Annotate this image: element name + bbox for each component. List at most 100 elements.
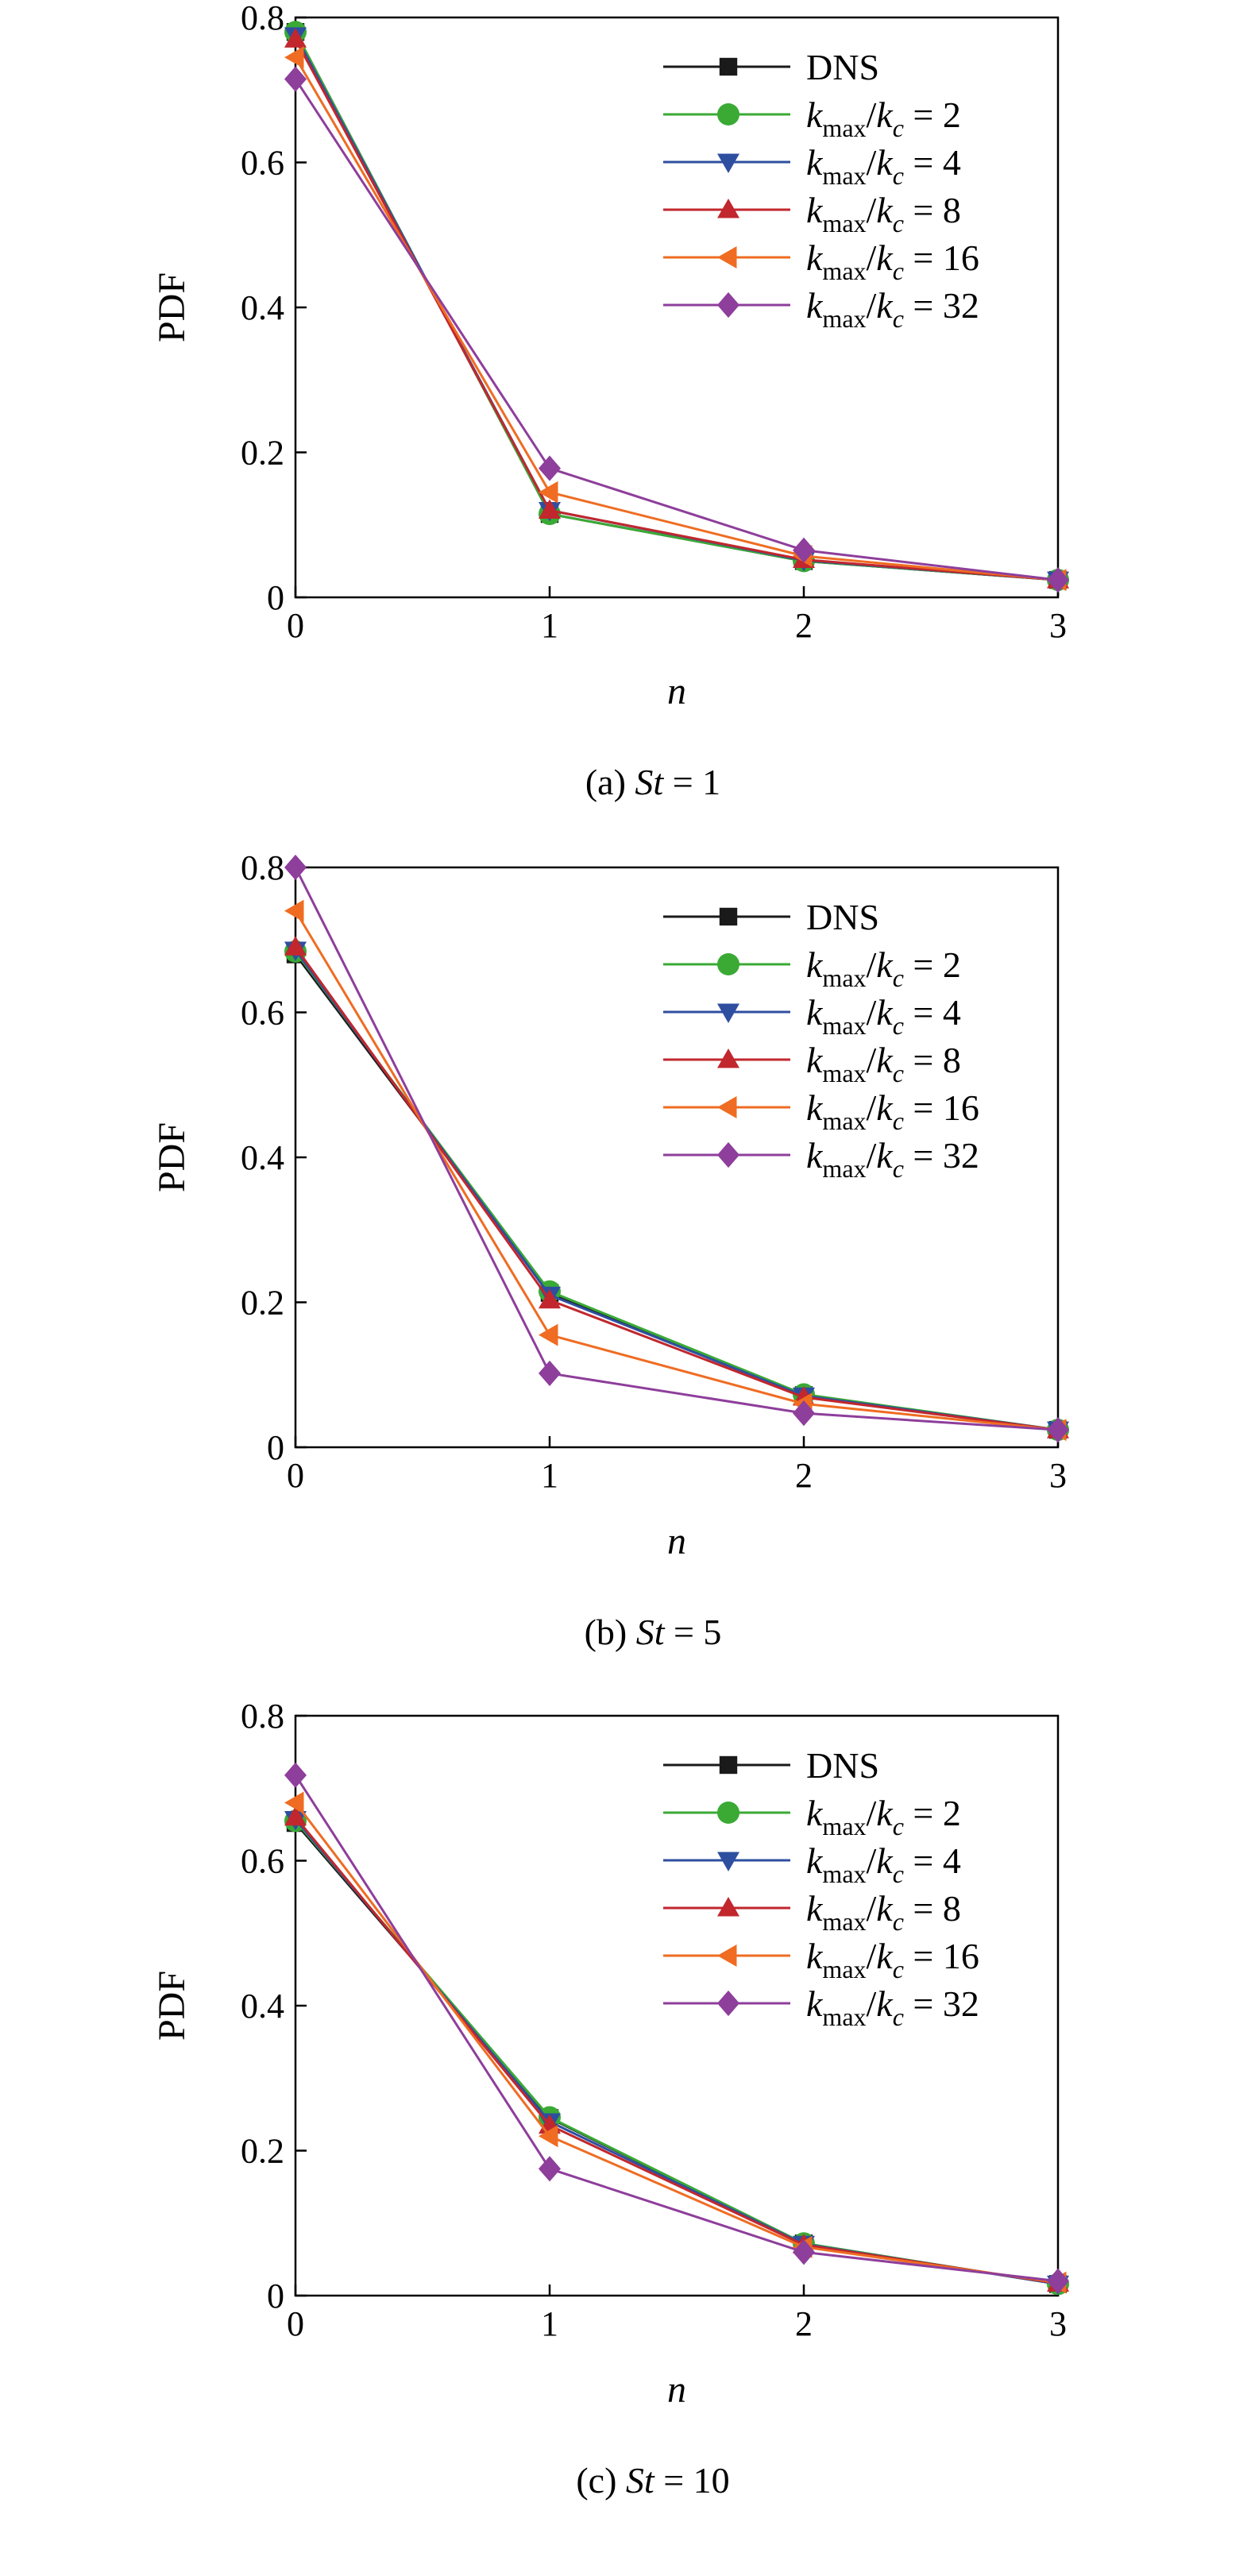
legend-label-text: DNS (806, 47, 879, 87)
legend-sub-c: c (893, 257, 904, 285)
legend-marker (719, 57, 738, 76)
legend-sub-max: max (822, 1955, 866, 1983)
legend-marker (717, 246, 737, 268)
y-axis-title: PDF (151, 1971, 193, 2041)
legend-k: k (876, 238, 894, 278)
y-tick-label: 0.4 (241, 1987, 284, 2026)
legend-sub-c: c (893, 1907, 904, 1936)
x-tick-label: 1 (541, 1456, 558, 1495)
legend-sub-max: max (822, 114, 866, 142)
legend-eq: = (904, 1793, 943, 1833)
legend-label: DNS (806, 47, 879, 87)
legend-k: k (806, 1135, 824, 1176)
legend-marker (717, 1852, 739, 1871)
data-point-k32 (539, 2156, 561, 2182)
y-tick-label: 0.2 (241, 434, 284, 473)
legend-sub-c: c (893, 1011, 904, 1040)
legend-eq: = (904, 944, 943, 985)
legend-ratio: 2 (943, 95, 961, 135)
legend-item-k8: kmax/kc = 8 (663, 1040, 961, 1087)
legend-k: k (876, 1040, 894, 1080)
legend-k: k (876, 1983, 894, 2024)
data-point-k16 (539, 2125, 558, 2148)
caption-prefix: (b) (585, 1612, 636, 1652)
legend-marker (717, 199, 739, 218)
legend-marker (717, 1945, 737, 1967)
legend-k: k (876, 1087, 894, 1128)
legend-k: k (876, 95, 894, 135)
legend-label: kmax/kc = 4 (806, 142, 961, 190)
legend-slash: / (867, 285, 877, 326)
legend-k: k (806, 1936, 824, 1976)
legend-slash: / (867, 1040, 877, 1080)
y-tick-label: 0.4 (241, 1138, 284, 1177)
legend-k: k (806, 1840, 824, 1881)
legend-ratio: 2 (943, 944, 961, 985)
y-tick-label: 0 (267, 578, 284, 617)
legend-k: k (876, 944, 894, 985)
panel-caption: (c) St = 10 (576, 2460, 729, 2501)
legend-ratio: 32 (943, 1135, 979, 1176)
x-tick-label: 0 (287, 1456, 304, 1495)
x-tick-label: 0 (287, 2304, 304, 2343)
legend-k: k (876, 992, 894, 1033)
legend-k: k (806, 1040, 824, 1080)
legend-item-k4: kmax/kc = 4 (663, 142, 961, 190)
legend-item-k2: kmax/kc = 2 (663, 944, 961, 992)
y-tick-label: 0.8 (241, 848, 284, 887)
x-tick-label: 2 (795, 1456, 813, 1495)
legend-slash: / (867, 1793, 877, 1833)
caption-variable: St (636, 1612, 666, 1652)
legend-sub-c: c (893, 1860, 904, 1888)
series-line-k32 (294, 1775, 1059, 2283)
data-point-k16 (539, 481, 558, 504)
legend-item-k32: kmax/kc = 32 (663, 1983, 979, 2031)
legend-sub-c: c (893, 1955, 904, 1983)
series-k32 (284, 66, 1069, 593)
x-axis-title: n (667, 670, 686, 713)
legend-eq: = (904, 1983, 943, 2024)
panel-caption: (b) St = 5 (585, 1612, 722, 1652)
data-point-k16 (539, 1323, 558, 1346)
legend-k: k (806, 1087, 824, 1128)
caption-suffix: = 10 (654, 2460, 730, 2501)
legend-item-k8: kmax/kc = 8 (663, 1888, 961, 1936)
legend-item-k16: kmax/kc = 16 (663, 238, 979, 285)
legend-eq: = (904, 1840, 943, 1881)
legend-sub-c: c (893, 1812, 904, 1840)
legend-sub-max: max (822, 1106, 866, 1135)
caption-prefix: (a) (585, 762, 635, 802)
series-DNS (286, 1813, 1068, 2293)
legend-k: k (806, 1983, 824, 2024)
series-k32 (284, 1762, 1069, 2294)
y-tick-label: 0.6 (241, 994, 284, 1033)
data-point-k32 (284, 854, 307, 881)
legend-sub-c: c (893, 114, 904, 142)
legend-sub-max: max (822, 1011, 866, 1040)
series-line-k8 (294, 1816, 1059, 2284)
data-point-k32 (1047, 567, 1069, 593)
legend-slash: / (867, 1840, 877, 1881)
legend-sub-max: max (822, 161, 866, 190)
legend-marker (719, 907, 738, 926)
legend-sub-max: max (822, 1059, 866, 1087)
legend-sub-max: max (822, 1812, 866, 1840)
legend-ratio: 16 (943, 1936, 979, 1976)
legend-slash: / (867, 1135, 877, 1176)
legend-label-text: DNS (806, 1745, 879, 1786)
legend-sub-c: c (893, 1059, 904, 1087)
legend-eq: = (904, 95, 943, 135)
legend-ratio: 4 (943, 992, 961, 1033)
data-point-k32 (539, 455, 561, 481)
legend-slash: / (867, 1936, 877, 1976)
legend-eq: = (904, 1936, 943, 1976)
x-tick-label: 3 (1049, 606, 1067, 645)
y-tick-label: 0 (267, 2277, 284, 2315)
legend-label-text: DNS (806, 897, 879, 937)
legend-k: k (876, 1936, 894, 1976)
data-point-k32 (793, 2239, 815, 2265)
legend-k: k (876, 1840, 894, 1881)
